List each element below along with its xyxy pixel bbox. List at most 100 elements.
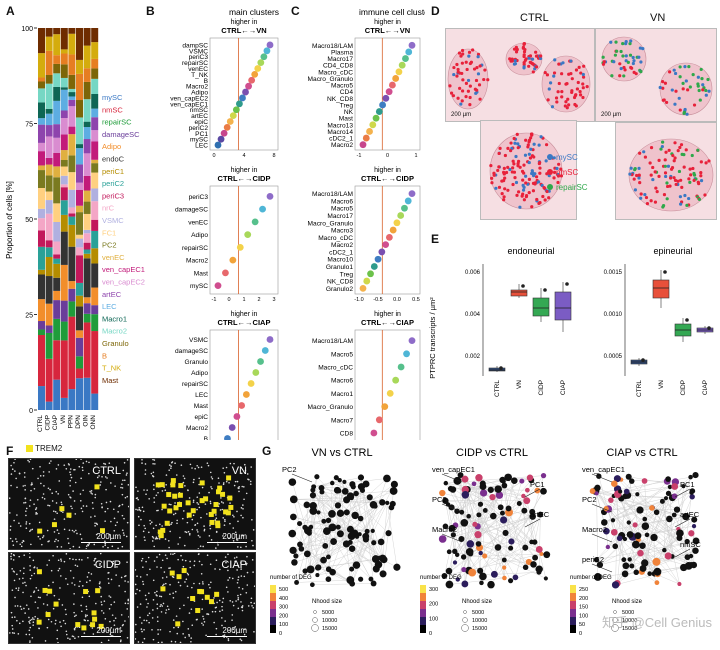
- nucleus-dot: [126, 474, 128, 476]
- g-node: [692, 472, 698, 478]
- a-bar-segment: [38, 151, 45, 165]
- nucleus-dot: [248, 605, 250, 607]
- trem2-marker: [167, 508, 172, 513]
- nucleus-dot: [108, 582, 110, 584]
- nucleus-dot: [191, 608, 193, 610]
- g-node: [622, 571, 629, 578]
- a-bar-segment: [53, 101, 60, 124]
- nucleus-dot: [113, 620, 115, 622]
- nucleus-dot: [30, 544, 32, 546]
- nucleus-dot: [47, 604, 49, 606]
- nucleus-dot: [9, 497, 10, 499]
- a-bar-segment: [46, 214, 53, 241]
- nucleus-dot: [115, 574, 117, 576]
- nucleus-dot: [33, 503, 35, 505]
- dotplot-row-label: Macro7: [331, 417, 353, 424]
- cell-marker: [614, 54, 617, 57]
- nucleus-dot: [127, 522, 129, 524]
- a-bar-segment: [61, 232, 68, 265]
- nucleus-dot: [29, 620, 31, 622]
- nucleus-dot: [38, 536, 40, 538]
- nucleus-dot: [193, 501, 195, 503]
- nucleus-dot: [74, 584, 76, 586]
- nucleus-dot: [11, 625, 13, 627]
- g-node: [373, 504, 378, 509]
- nucleus-dot: [80, 500, 82, 502]
- g-plot-title: VN vs CTRL: [311, 447, 372, 459]
- nucleus-dot: [104, 520, 106, 522]
- nucleus-dot: [12, 540, 14, 542]
- nucleus-dot: [127, 581, 129, 583]
- trem2-marker: [66, 513, 71, 518]
- nucleus-dot: [243, 486, 245, 488]
- nucleus-dot: [87, 544, 89, 546]
- nucleus-dot: [49, 489, 51, 491]
- cell-marker: [541, 195, 544, 198]
- a-bar-segment: [91, 59, 98, 68]
- nucleus-dot: [114, 518, 116, 520]
- g-legend-tick: 100: [279, 622, 288, 628]
- e-point: [521, 284, 525, 288]
- dotplot-point: [252, 218, 259, 225]
- nucleus-dot: [179, 608, 181, 610]
- cell-marker: [534, 51, 537, 54]
- nucleus-dot: [182, 559, 184, 561]
- nucleus-dot: [40, 475, 42, 477]
- trem2-marker: [209, 599, 214, 604]
- a-bar-segment: [91, 220, 98, 231]
- cell-marker: [704, 161, 707, 164]
- nucleus-dot: [179, 537, 181, 539]
- g-node: [453, 477, 461, 485]
- cell-marker: [642, 150, 645, 153]
- nucleus-dot: [68, 494, 70, 496]
- g-node: [521, 494, 525, 498]
- nucleus-dot: [145, 561, 147, 563]
- g-node: [654, 510, 660, 516]
- nucleus-dot: [99, 583, 101, 585]
- cell-marker: [457, 71, 460, 74]
- g-plot-title: CIAP vs CTRL: [606, 447, 677, 459]
- g-node: [482, 553, 487, 558]
- cell-marker: [538, 166, 541, 169]
- nucleus-dot: [153, 528, 155, 530]
- nucleus-dot: [198, 553, 200, 555]
- micro-cidp: CIDP 200µm: [8, 552, 130, 644]
- nucleus-dot: [156, 603, 158, 605]
- trem2-marker: [195, 608, 200, 613]
- nucleus-dot: [168, 503, 170, 505]
- nucleus-dot: [58, 559, 60, 561]
- nucleus-dot: [95, 603, 97, 605]
- a-bar-segment: [68, 75, 75, 89]
- cell-marker: [675, 183, 678, 186]
- g-node: [293, 553, 298, 558]
- nucleus-dot: [14, 470, 16, 472]
- a-bar-segment: [53, 153, 60, 167]
- nucleus-dot: [60, 626, 62, 628]
- nucleus-dot: [70, 570, 72, 572]
- d-legend-label: repairSC: [556, 183, 588, 192]
- g-size-title: Nhood size: [462, 599, 493, 605]
- g-node: [304, 527, 312, 535]
- cell-marker: [518, 206, 521, 209]
- ptprc-boxplots: PTPRC transcripts / µm²endoneurial0.0020…: [425, 228, 720, 440]
- nucleus-dot: [73, 593, 75, 595]
- nucleus-dot: [135, 593, 137, 595]
- nucleus-dot: [42, 537, 44, 539]
- cell-marker: [692, 172, 695, 175]
- cell-marker: [469, 85, 472, 88]
- cell-marker: [515, 194, 518, 197]
- trem2-marker: [165, 521, 170, 526]
- dotplot-row-label: Granulo: [185, 359, 209, 366]
- e-point: [543, 288, 547, 292]
- g-callout: ven_capEC1: [582, 465, 625, 474]
- nucleus-dot: [143, 511, 145, 513]
- a-bar-segment: [76, 235, 83, 239]
- nucleus-dot: [43, 493, 45, 495]
- cell-marker: [567, 73, 570, 76]
- nucleus-dot: [232, 527, 234, 529]
- nucleus-dot: [246, 584, 248, 586]
